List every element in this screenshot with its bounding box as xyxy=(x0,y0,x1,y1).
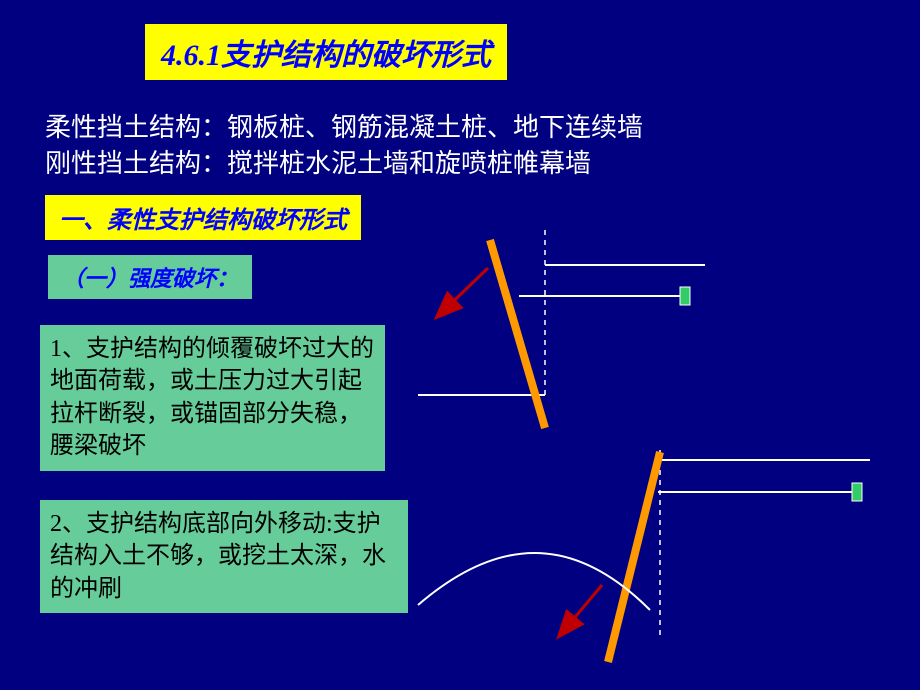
main-title: 4.6.1支护结构的破坏形式 xyxy=(145,24,507,80)
d2-arrow xyxy=(560,585,602,635)
d1-anchor xyxy=(680,287,690,305)
body-line-1: 柔性挡土结构：钢板桩、钢筋混凝土桩、地下连续墙 xyxy=(45,110,643,146)
d2-heave-curve xyxy=(418,553,650,610)
d1-arrow xyxy=(438,268,488,316)
content-box-1: 1、支护结构的倾覆破坏过大的地面荷载，或土压力过大引起拉杆断裂，或锚固部分失稳，… xyxy=(40,325,385,471)
diagram-1 xyxy=(418,230,705,428)
content-box-2: 2、支护结构底部向外移动:支护结构入土不够，或挖土太深，水的冲刷 xyxy=(40,500,408,613)
subsection-heading: （一）强度破坏： xyxy=(48,255,252,299)
section-heading: 一、柔性支护结构破坏形式 xyxy=(45,195,361,240)
d2-wall xyxy=(608,452,660,662)
body-line-2: 刚性挡土结构：搅拌桩水泥土墙和旋喷桩帷幕墙 xyxy=(45,146,591,182)
diagram-2 xyxy=(418,450,870,662)
d2-anchor xyxy=(852,483,862,501)
d1-wall xyxy=(490,240,545,428)
